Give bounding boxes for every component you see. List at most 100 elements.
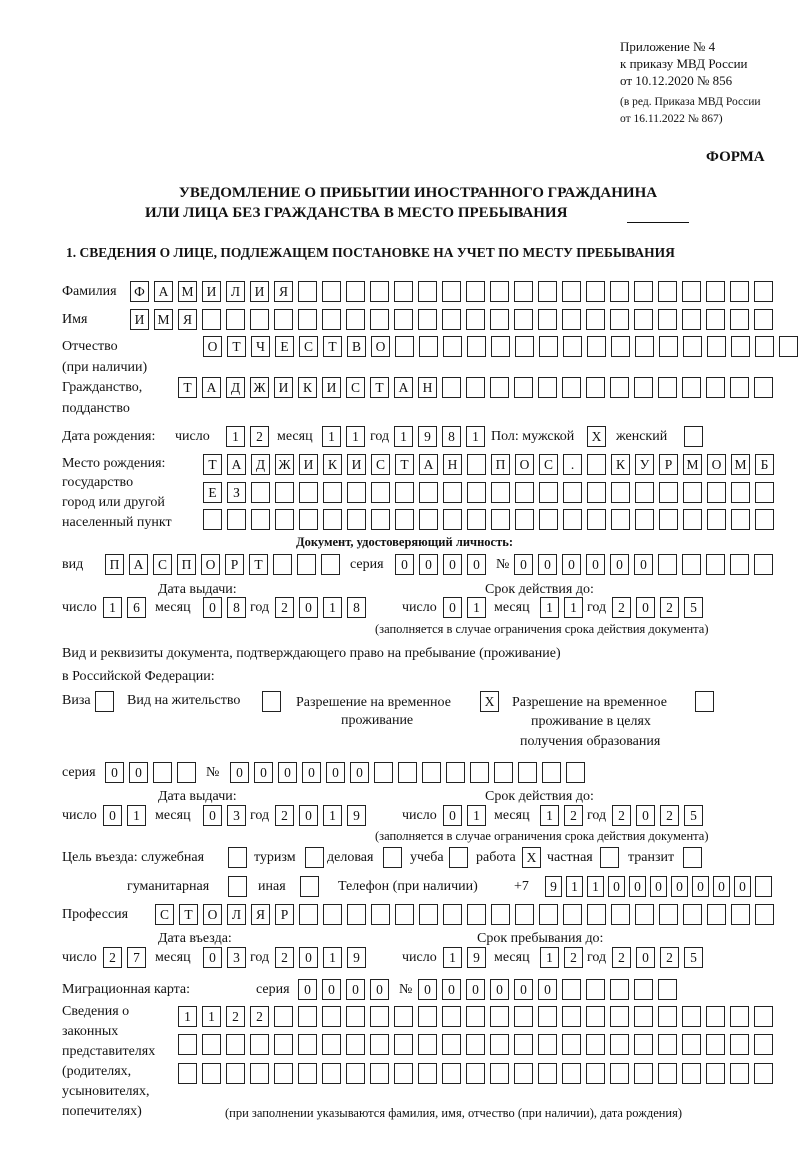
birthplace-1-cell[interactable]: Р	[659, 454, 678, 475]
res-series-cell[interactable]: 0	[105, 762, 124, 783]
citizenship-cell[interactable]	[538, 377, 557, 398]
birthplace-3-cell[interactable]	[467, 509, 486, 530]
birthplace-1-cell[interactable]: К	[323, 454, 342, 475]
reps-3-cell[interactable]	[490, 1063, 509, 1084]
mig-number-cell[interactable]: 0	[418, 979, 437, 1000]
phone-cell[interactable]: 0	[671, 876, 688, 897]
birthplace-3-cell[interactable]	[515, 509, 534, 530]
reps-1-cell[interactable]: 1	[202, 1006, 221, 1027]
birth-month-cell[interactable]: 1	[322, 426, 341, 447]
reps-3-cell[interactable]	[370, 1063, 389, 1084]
birthplace-1-cell[interactable]	[467, 454, 486, 475]
reps-1-cell[interactable]: 2	[250, 1006, 269, 1027]
birthplace-2-cell[interactable]	[419, 482, 438, 503]
patronymic-cell[interactable]	[635, 336, 654, 357]
reps-3-cell[interactable]	[682, 1063, 701, 1084]
reps-2-cell[interactable]	[730, 1034, 749, 1055]
patronymic-cell[interactable]	[539, 336, 558, 357]
birthplace-3-cell[interactable]	[731, 509, 750, 530]
reps-2-cell[interactable]	[706, 1034, 725, 1055]
reps-3-cell[interactable]	[586, 1063, 605, 1084]
doc-kind-cell[interactable]: А	[129, 554, 148, 575]
entry-year-cell[interactable]: 2	[275, 947, 294, 968]
reps-3-cell[interactable]	[274, 1063, 293, 1084]
name-cell[interactable]	[754, 309, 773, 330]
birthplace-2-cell[interactable]: Е	[203, 482, 222, 503]
doc-issue-year-cell[interactable]: 8	[347, 597, 366, 618]
name-cell[interactable]: М	[154, 309, 173, 330]
doc-valid-year-cell[interactable]: 5	[684, 597, 703, 618]
reps-2-cell[interactable]	[514, 1034, 533, 1055]
reps-3-cell[interactable]	[226, 1063, 245, 1084]
birthplace-2-cell[interactable]	[755, 482, 774, 503]
surname-cell[interactable]	[586, 281, 605, 302]
reps-1-cell[interactable]	[298, 1006, 317, 1027]
birthplace-2-cell[interactable]	[491, 482, 510, 503]
res-series-cell[interactable]: 0	[129, 762, 148, 783]
surname-cell[interactable]	[490, 281, 509, 302]
name-cell[interactable]	[682, 309, 701, 330]
surname-cell[interactable]	[682, 281, 701, 302]
name-cell[interactable]: И	[130, 309, 149, 330]
reps-1-cell[interactable]	[466, 1006, 485, 1027]
birthplace-2-cell[interactable]: З	[227, 482, 246, 503]
patronymic-cell[interactable]: О	[371, 336, 390, 357]
citizenship-cell[interactable]: И	[274, 377, 293, 398]
doc-kind-cell[interactable]: Р	[225, 554, 244, 575]
reps-1-cell[interactable]	[394, 1006, 413, 1027]
birthplace-2-cell[interactable]	[347, 482, 366, 503]
doc-issue-year-cell[interactable]: 0	[299, 597, 318, 618]
birthplace-2-cell[interactable]	[539, 482, 558, 503]
profession-cell[interactable]	[587, 904, 606, 925]
profession-cell[interactable]: Л	[227, 904, 246, 925]
birthplace-1-cell[interactable]: С	[371, 454, 390, 475]
mig-series-cell[interactable]: 0	[346, 979, 365, 1000]
reps-1-cell[interactable]	[346, 1006, 365, 1027]
patronymic-cell[interactable]	[659, 336, 678, 357]
reps-1-cell[interactable]	[562, 1006, 581, 1027]
birthplace-2-cell[interactable]	[443, 482, 462, 503]
mig-number-cell[interactable]: 0	[466, 979, 485, 1000]
birthplace-2-cell[interactable]	[275, 482, 294, 503]
name-cell[interactable]	[298, 309, 317, 330]
doc-issue-year-cell[interactable]: 2	[275, 597, 294, 618]
citizenship-cell[interactable]: К	[298, 377, 317, 398]
profession-cell[interactable]	[395, 904, 414, 925]
mig-number-cell[interactable]	[634, 979, 653, 1000]
reps-2-cell[interactable]	[226, 1034, 245, 1055]
birth-year-cell[interactable]: 8	[442, 426, 461, 447]
birthplace-1-cell[interactable]: С	[539, 454, 558, 475]
patronymic-cell[interactable]	[755, 336, 774, 357]
birthplace-3-cell[interactable]	[395, 509, 414, 530]
birthplace-1-cell[interactable]: А	[419, 454, 438, 475]
stay-month-cell[interactable]: 1	[540, 947, 559, 968]
profession-cell[interactable]: Т	[179, 904, 198, 925]
patronymic-cell[interactable]	[491, 336, 510, 357]
stay-year-cell[interactable]: 0	[636, 947, 655, 968]
doc-number-cell[interactable]: 0	[562, 554, 581, 575]
doc-issue-month-cell[interactable]: 8	[227, 597, 246, 618]
birth-year-cell[interactable]: 1	[466, 426, 485, 447]
birthplace-3-cell[interactable]	[611, 509, 630, 530]
name-cell[interactable]	[346, 309, 365, 330]
birthplace-1-cell[interactable]: Ж	[275, 454, 294, 475]
reps-3-cell[interactable]	[250, 1063, 269, 1084]
birthplace-1-cell[interactable]: Д	[251, 454, 270, 475]
phone-cell[interactable]: 0	[713, 876, 730, 897]
reps-1-cell[interactable]	[706, 1006, 725, 1027]
profession-cell[interactable]	[491, 904, 510, 925]
res-number-cell[interactable]: 0	[230, 762, 249, 783]
res-number-cell[interactable]	[494, 762, 513, 783]
doc-valid-year-cell[interactable]: 2	[612, 597, 631, 618]
doc-number-cell[interactable]	[682, 554, 701, 575]
doc-issue-day-cell[interactable]: 6	[127, 597, 146, 618]
res-number-cell[interactable]: 0	[302, 762, 321, 783]
surname-cell[interactable]	[298, 281, 317, 302]
stay-day-cell[interactable]: 9	[467, 947, 486, 968]
reps-2-cell[interactable]	[178, 1034, 197, 1055]
doc-issue-year-cell[interactable]: 1	[323, 597, 342, 618]
surname-cell[interactable]	[562, 281, 581, 302]
profession-cell[interactable]	[659, 904, 678, 925]
reps-1-cell[interactable]: 1	[178, 1006, 197, 1027]
mig-number-cell[interactable]	[658, 979, 677, 1000]
